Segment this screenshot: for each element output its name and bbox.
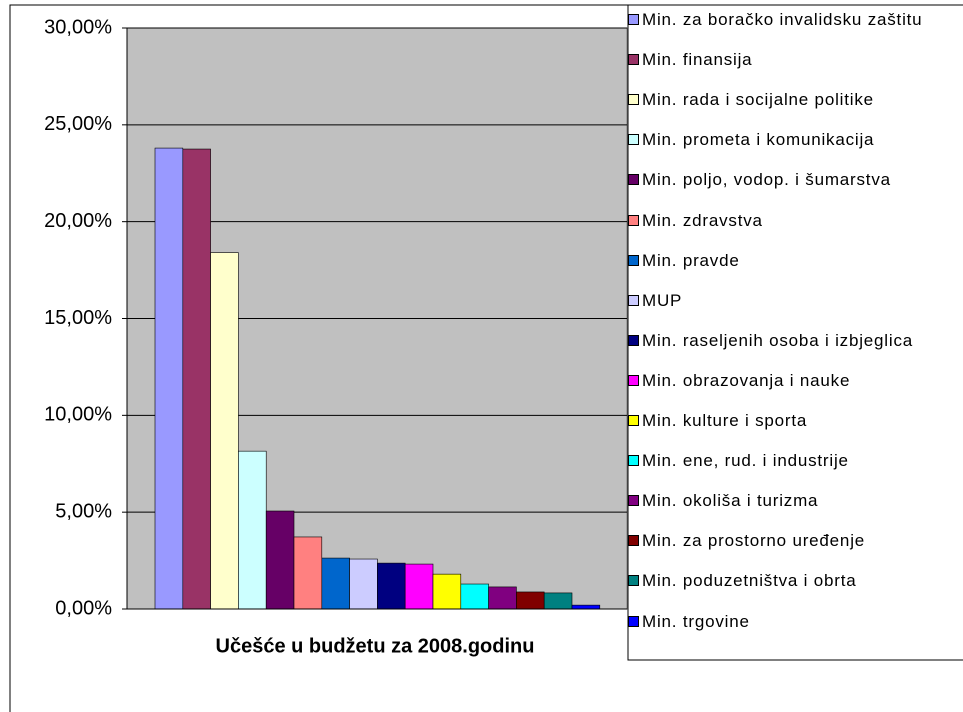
legend-label: Min. obrazovanja i nauke (642, 370, 851, 390)
y-tick-label: 5,00% (55, 500, 112, 522)
legend-label: Min. trgovine (642, 611, 750, 631)
legend-label: Min. poduzetništva i obrta (642, 571, 857, 591)
legend-swatch (628, 174, 639, 186)
legend-label: Min. pravde (642, 250, 740, 270)
legend-swatch (628, 334, 639, 346)
legend-swatch (628, 455, 639, 467)
bar (377, 562, 406, 610)
chart-title: Učešće u budžetu za 2008.godinu (216, 635, 535, 657)
legend-item: Min. finansija (628, 50, 942, 70)
legend-item: Min. poljo, vodop. i šumarstva (628, 170, 942, 190)
legend-label: Min. raseljenih osoba i izbjeglica (642, 330, 913, 350)
legend-item: Min. trgovine (628, 611, 942, 631)
legend-item: Min. obrazovanja i nauke (628, 370, 942, 390)
legend-label: Min. za boračko invalidsku zaštitu (642, 10, 923, 29)
legend-swatch (628, 294, 639, 306)
bar (543, 592, 573, 610)
legend-label: Min. poljo, vodop. i šumarstva (642, 170, 891, 190)
legend-item: Min. za boračko invalidsku zaštitu (628, 10, 942, 29)
legend-item: MUP (628, 290, 942, 310)
bar (516, 591, 545, 610)
legend-label: Min. zdravstva (642, 210, 763, 230)
legend-item: Min. poduzetništva i obrta (628, 571, 942, 591)
legend-label: MUP (642, 290, 683, 310)
bar (265, 510, 295, 610)
bar (182, 148, 211, 610)
y-tick-label: 25,00% (44, 113, 112, 135)
legend-swatch (628, 495, 639, 507)
bar (293, 536, 323, 610)
legend-swatch (628, 254, 639, 266)
bar (154, 147, 184, 610)
legend-item: Min. rada i socijalne politike (628, 90, 942, 110)
bar (349, 558, 378, 610)
legend-swatch (628, 615, 639, 627)
bar (321, 557, 350, 610)
bar (460, 583, 489, 610)
bar (488, 586, 517, 610)
legend-item: Min. kulture i sporta (628, 411, 942, 430)
chart-frame (9, 4, 963, 712)
legend-swatch (628, 134, 639, 146)
legend-item: Min. zdravstva (628, 210, 942, 230)
legend-item: Min. ene, rud. i industrije (628, 451, 942, 471)
legend-label: Min. okoliša i turizma (642, 491, 819, 511)
y-tick-label: 30,00% (44, 16, 112, 38)
y-tick-label: 10,00% (44, 404, 112, 426)
legend-label: Min. prometa i komunikacija (642, 130, 875, 150)
legend-swatch (628, 14, 639, 25)
legend-swatch (628, 575, 639, 587)
legend-item: Min. pravde (628, 250, 942, 270)
y-tick-label: 15,00% (44, 307, 112, 329)
legend-label: Min. ene, rud. i industrije (642, 451, 849, 471)
legend-label: Min. za prostorno uređenje (642, 531, 866, 551)
legend-item: Min. prometa i komunikacija (628, 130, 942, 150)
legend-swatch (628, 374, 639, 386)
legend-label: Min. kulture i sporta (642, 411, 808, 430)
bar (210, 252, 239, 610)
legend-swatch (628, 415, 639, 426)
y-tick-label: 20,00% (44, 210, 112, 232)
bar (404, 563, 434, 610)
legend-item: Min. okoliša i turizma (628, 491, 942, 511)
bar (432, 573, 462, 610)
y-tick-label: 0,00% (55, 597, 112, 619)
bar (571, 604, 601, 610)
legend-label: Min. finansija (642, 50, 753, 70)
bar (238, 450, 267, 610)
legend-box (627, 4, 963, 661)
legend-swatch (628, 94, 639, 106)
legend-item: Min. za prostorno uređenje (628, 531, 942, 551)
legend-swatch (628, 54, 639, 66)
legend-item: Min. raseljenih osoba i izbjeglica (628, 330, 942, 350)
legend-label: Min. rada i socijalne politike (642, 90, 874, 110)
legend-swatch (628, 535, 639, 547)
legend-swatch (628, 214, 639, 226)
